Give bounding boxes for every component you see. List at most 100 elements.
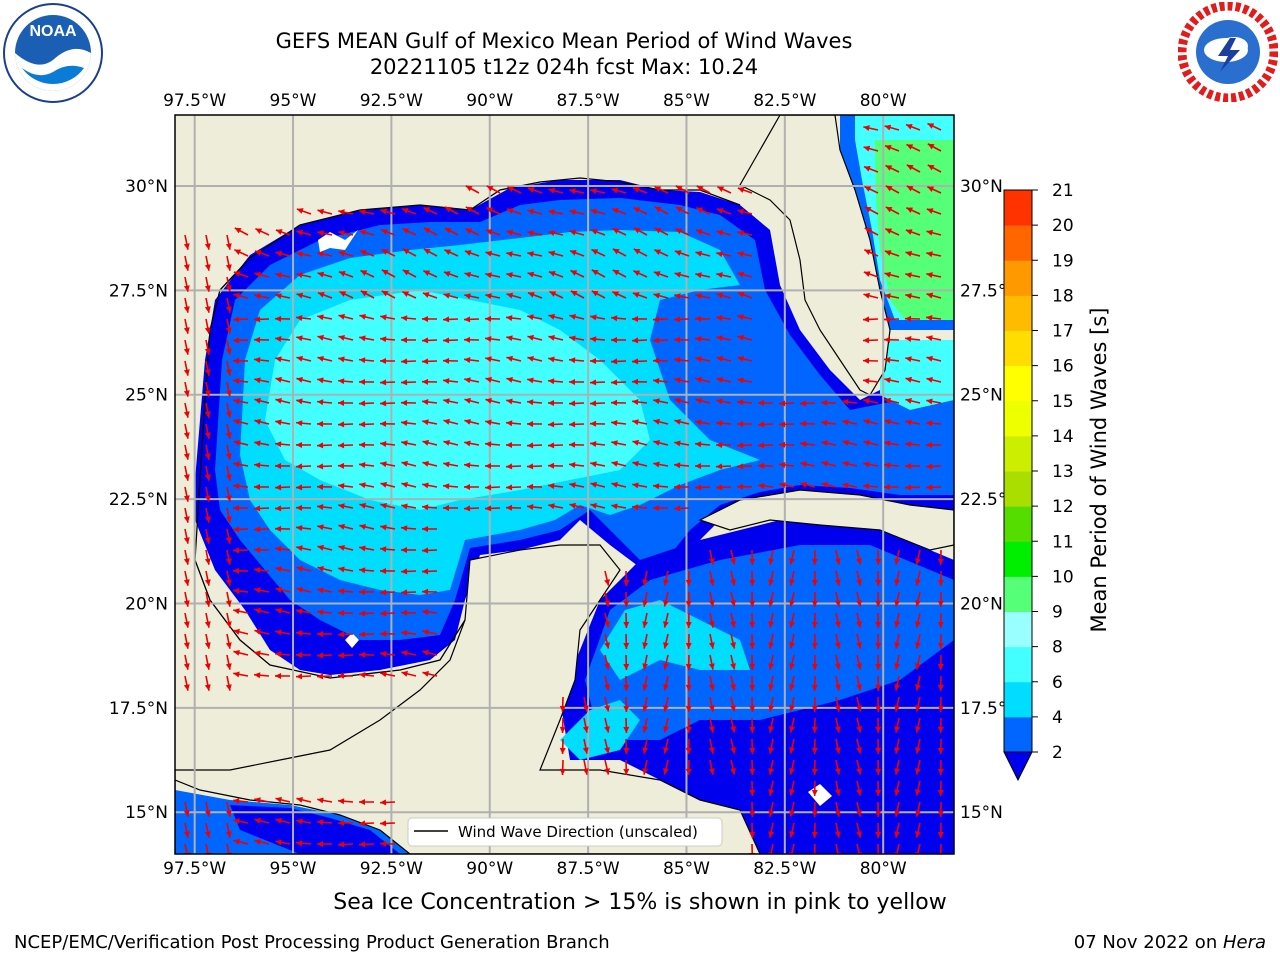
- wind-arrow-head: [183, 411, 190, 418]
- wind-arrow-head: [675, 228, 683, 234]
- wind-arrow-head: [225, 831, 232, 838]
- wind-arrow-head: [906, 144, 914, 150]
- lat-label: 30°N: [125, 177, 168, 197]
- wind-arrow-head: [653, 398, 660, 405]
- wind-arrow-head: [749, 621, 756, 628]
- wind-arrow-head: [380, 502, 387, 509]
- wind-arrow-head: [695, 484, 702, 491]
- wind-arrow-head: [317, 292, 325, 298]
- wind-arrow-head: [225, 264, 232, 271]
- wind-arrow-head: [464, 483, 471, 490]
- wind-arrow-head: [254, 483, 261, 490]
- wind-arrow-head: [856, 726, 862, 733]
- wind-arrow-head: [338, 356, 345, 363]
- wind-arrow-head: [401, 546, 408, 553]
- wind-arrow-head: [937, 600, 944, 607]
- wind-arrow-head: [905, 124, 913, 130]
- wind-arrow-head: [749, 579, 756, 586]
- wind-arrow-head: [359, 523, 366, 530]
- wind-arrow-head: [653, 271, 661, 277]
- wind-arrow-head: [685, 768, 692, 775]
- wind-arrow-head: [623, 747, 630, 754]
- wind-arrow-head: [915, 642, 921, 649]
- wind-arrow-head: [233, 588, 240, 594]
- wind-arrow-head: [800, 440, 807, 447]
- colorbar-tick-label: 17: [1052, 322, 1074, 342]
- wind-arrow-head: [485, 419, 492, 426]
- wind-arrow-head: [612, 269, 620, 276]
- wind-arrow-head: [811, 663, 818, 670]
- wind-arrow-head: [654, 186, 662, 192]
- wind-arrow-head: [296, 651, 303, 658]
- wind-arrow-head: [204, 579, 211, 586]
- wind-arrow-head: [548, 356, 555, 363]
- wind-arrow-head: [875, 600, 882, 607]
- caribbean-cyan-south: [560, 700, 640, 760]
- wind-arrow-head: [338, 544, 345, 551]
- wind-arrow-head: [183, 684, 190, 691]
- colorbar-tick-label: 14: [1052, 427, 1074, 447]
- wind-arrow-head: [234, 249, 242, 255]
- colorbar-tick-label: 10: [1052, 567, 1074, 587]
- wind-arrow-head: [937, 663, 944, 670]
- wind-arrow-head: [937, 705, 944, 712]
- wind-arrow-head: [275, 505, 282, 512]
- wind-arrow-head: [834, 684, 841, 691]
- wind-arrow-head: [894, 810, 901, 817]
- wind-arrow-head: [548, 230, 555, 237]
- wind-arrow-head: [915, 579, 921, 586]
- wind-arrow-head: [359, 798, 366, 805]
- wind-arrow: [184, 843, 188, 854]
- wind-arrow-head: [927, 164, 935, 171]
- wind-arrow-head: [884, 484, 891, 491]
- wind-arrow-head: [611, 420, 618, 426]
- wind-arrow-head: [611, 399, 618, 406]
- wind-arrow-head: [716, 208, 724, 214]
- wind-arrow-head: [695, 419, 702, 426]
- wind-arrow-head: [885, 165, 893, 171]
- wind-wave-arrows: [183, 122, 944, 854]
- wind-arrow-head: [422, 482, 429, 489]
- wind-arrow-head: [811, 558, 818, 565]
- wind-arrow-head: [225, 369, 232, 376]
- wind-arrow-head: [317, 544, 324, 551]
- wind-arrow-head: [623, 579, 630, 586]
- wind-arrow-head: [359, 567, 366, 574]
- wind-arrow-head: [569, 441, 576, 448]
- wind-arrow-head: [663, 642, 669, 649]
- wind-arrow-head: [275, 629, 282, 636]
- wind-arrow-head: [894, 705, 901, 712]
- wind-arrow-head: [506, 420, 513, 427]
- wind-arrow-head: [695, 376, 703, 383]
- footer-date: 07 Nov 2022 on Hera: [1074, 932, 1266, 953]
- wind-arrow-head: [604, 642, 610, 649]
- wind-arrow-head: [233, 798, 240, 804]
- wind-arrow-head: [811, 789, 818, 796]
- wind-arrow-head: [663, 705, 669, 712]
- mexico-coastline: [194, 559, 466, 679]
- wind-arrow-head: [275, 484, 282, 491]
- wind-arrow-head: [423, 270, 431, 276]
- wind-arrow-head: [338, 399, 345, 406]
- wind-arrow-head: [768, 789, 775, 796]
- wind-arrow-head: [749, 747, 756, 754]
- wind-arrow-head: [233, 292, 241, 299]
- wind-arrow-head: [623, 726, 630, 733]
- wind-arrow-head: [443, 271, 451, 277]
- wind-arrow-head: [338, 313, 345, 320]
- wind-arrow-head: [275, 397, 282, 404]
- wind-arrow-head: [695, 441, 702, 448]
- wind-arrow-head: [856, 768, 862, 775]
- wind-arrow-head: [296, 208, 304, 214]
- wind-arrow-head: [708, 663, 715, 670]
- wind-arrow-head: [548, 442, 555, 449]
- wind-arrow-head: [401, 336, 408, 343]
- wind-arrow-head: [527, 208, 535, 215]
- wind-arrow-head: [811, 600, 818, 607]
- wind-arrow-head: [225, 684, 232, 691]
- wind-arrow-head: [422, 588, 429, 595]
- wind-arrow-head: [254, 316, 261, 323]
- wind-arrow-head: [737, 483, 744, 490]
- wind-arrow-head: [856, 663, 862, 670]
- wind-arrow-head: [875, 726, 882, 733]
